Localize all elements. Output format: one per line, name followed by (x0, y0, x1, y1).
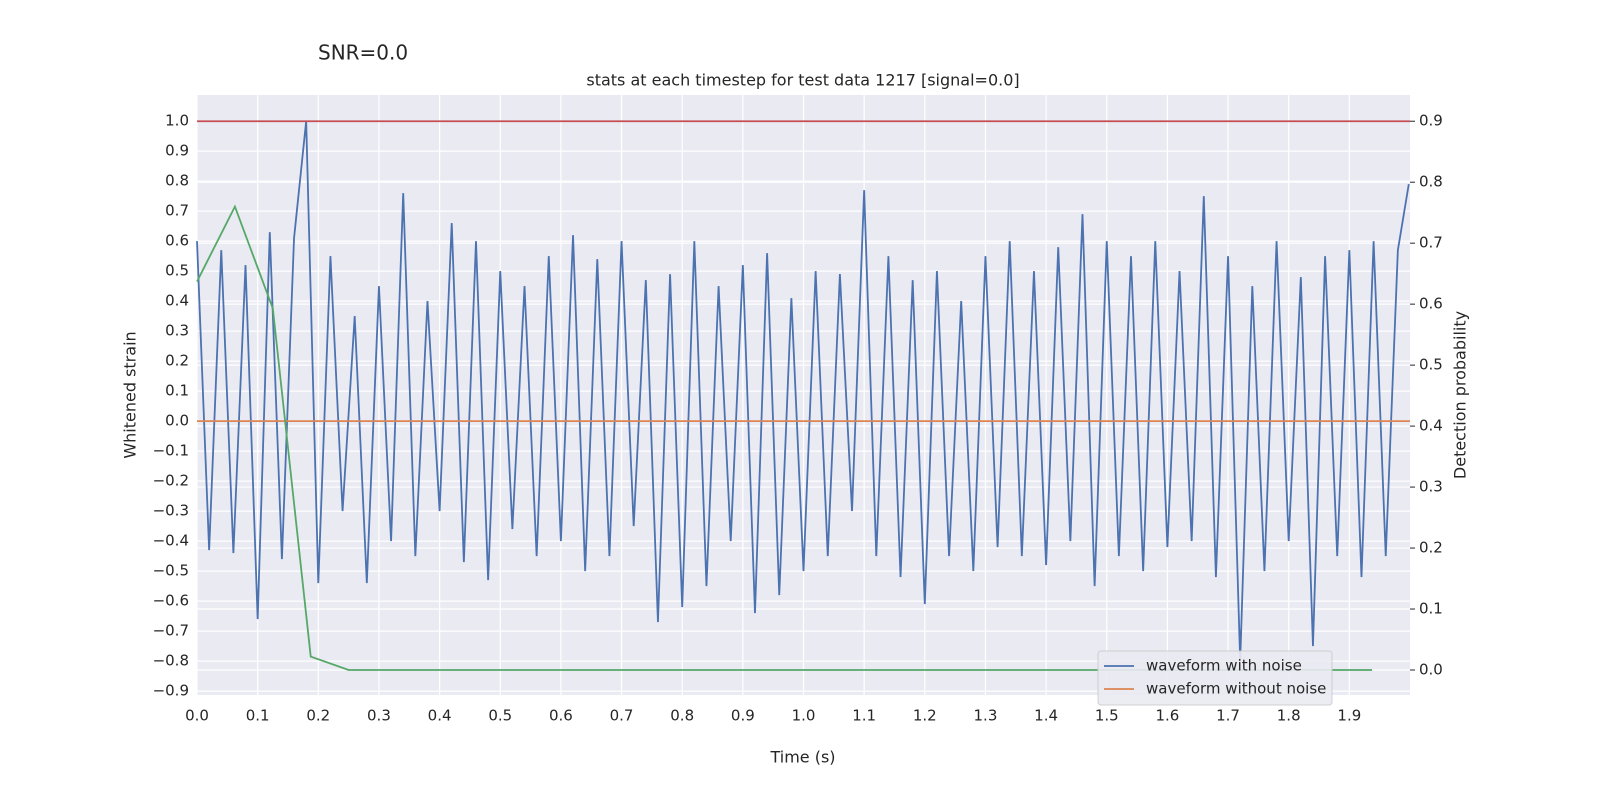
chart-title: stats at each timestep for test data 121… (586, 71, 1019, 90)
y2-axis-label: Detection probability (1451, 311, 1470, 479)
suptitle: SNR=0.0 (318, 41, 408, 65)
x-tick-label: 0.5 (488, 707, 512, 725)
y-tick-label: 0.7 (165, 202, 189, 220)
x-tick-label: 1.3 (974, 707, 998, 725)
y-tick-label: −0.7 (153, 622, 189, 640)
x-tick-label: 0.9 (731, 707, 755, 725)
y-tick-label: −0.6 (153, 592, 189, 610)
y2-tick-label: 0.9 (1419, 112, 1443, 130)
y-axis-label: Whitened strain (121, 331, 140, 458)
legend-label: waveform with noise (1146, 657, 1302, 675)
x-tick-label: 0.8 (670, 707, 694, 725)
y-tick-label: 0.6 (165, 232, 189, 250)
y-tick-label: −0.4 (153, 532, 189, 550)
x-tick-label: 0.7 (610, 707, 634, 725)
y-tick-label: −0.5 (153, 562, 189, 580)
y-tick-label: 1.0 (165, 112, 189, 130)
y2-tick-label: 0.8 (1419, 173, 1443, 191)
y-tick-label: 0.8 (165, 172, 189, 190)
x-tick-label: 0.3 (367, 707, 391, 725)
y2-tick-label: 0.5 (1419, 356, 1443, 374)
y2-tick-label: 0.4 (1419, 417, 1443, 435)
y-tick-label: −0.8 (153, 652, 189, 670)
x-tick-label: 1.8 (1277, 707, 1301, 725)
y-tick-label: 0.2 (165, 352, 189, 370)
x-axis-label: Time (s) (769, 748, 835, 767)
x-tick-label: 0.2 (306, 707, 330, 725)
y-tick-label: 0.9 (165, 142, 189, 160)
x-tick-label: 1.2 (913, 707, 937, 725)
series-line (196, 121, 1410, 662)
x-tick-label: 0.0 (185, 707, 209, 725)
x-tick-label: 1.1 (852, 707, 876, 725)
y2-tick-label: 0.6 (1419, 295, 1443, 313)
y-tick-label: 0.3 (165, 322, 189, 340)
x-tick-label: 1.5 (1095, 707, 1119, 725)
y-tick-label: −0.3 (153, 502, 189, 520)
y-tick-label: −0.2 (153, 472, 189, 490)
y2-tick-label: 0.2 (1419, 539, 1443, 557)
y2-tick-label: 0.3 (1419, 478, 1443, 496)
x-tick-label: 1.9 (1337, 707, 1361, 725)
y-tick-label: −0.1 (153, 442, 189, 460)
y-tick-label: 0.1 (165, 382, 189, 400)
legend-label: waveform without noise (1146, 680, 1326, 698)
y2-tick-label: 0.7 (1419, 234, 1443, 252)
y-tick-label: −0.9 (153, 682, 189, 700)
x-tick-label: 1.4 (1034, 707, 1058, 725)
legend-box (1097, 650, 1333, 706)
y2-tick-label: 0.1 (1419, 600, 1443, 618)
y2-tick-label: 0.0 (1419, 661, 1443, 679)
x-tick-label: 0.6 (549, 707, 573, 725)
x-tick-label: 1.0 (792, 707, 816, 725)
y-tick-label: 0.5 (165, 262, 189, 280)
y-tick-label: 0.0 (165, 412, 189, 430)
x-tick-label: 1.6 (1155, 707, 1179, 725)
y-tick-label: 0.4 (165, 292, 189, 310)
x-tick-label: 1.7 (1216, 707, 1240, 725)
x-tick-label: 0.4 (428, 707, 452, 725)
x-tick-label: 0.1 (246, 707, 270, 725)
